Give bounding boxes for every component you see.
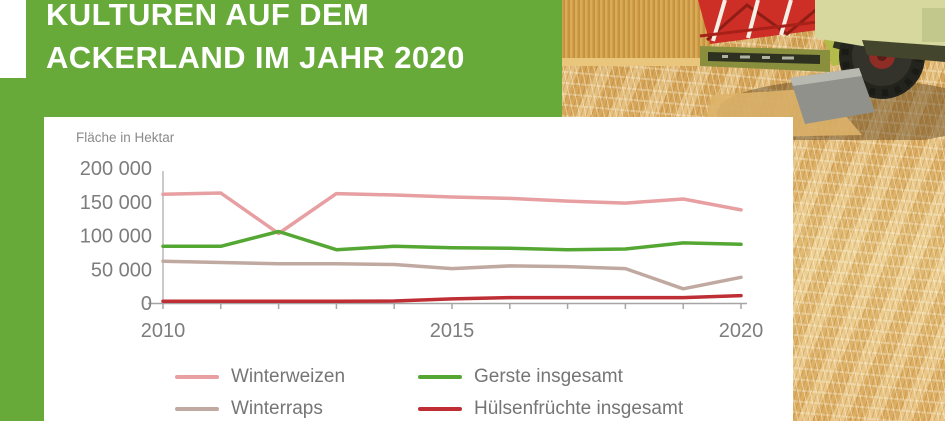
y-tick-label: 50 000 — [91, 259, 152, 281]
series-line-h-lsenfr-chte-insgesamt — [161, 293, 743, 304]
legend-item: Gerste insgesamt — [418, 366, 683, 387]
y-tick-label: 100 000 — [80, 226, 152, 248]
legend-label: Hülsenfrüchte insgesamt — [474, 398, 684, 419]
legend-item: Winterraps — [175, 398, 418, 419]
series-line-winterweizen — [161, 191, 743, 236]
line-chart: 200 000 150 000 100 000 50 000 0 2010 2015 2020 — [80, 158, 764, 342]
legend-label: Gerste insgesamt — [474, 366, 623, 387]
legend-swatch — [418, 375, 462, 379]
title-banner: KULTUREN AUF DEM ACKERLAND IM JAHR 2020 — [0, 0, 562, 117]
y-tick-label: 150 000 — [80, 192, 152, 214]
legend-label: Winterweizen — [231, 366, 346, 387]
combine-harvester-illustration — [562, 0, 945, 140]
chart-legend: Winterweizen Gerste insgesamt Winterraps Hü… — [175, 366, 684, 419]
series-line-gerste-insgesamt — [161, 229, 743, 252]
legend-item: Winterweizen — [175, 366, 418, 387]
machine-body — [815, 0, 945, 50]
x-tick-label: 2010 — [141, 320, 186, 342]
chart-card: Fläche in Hektar 200 000 150 000 100 000 50… — [44, 117, 793, 421]
x-tick-label: 2015 — [430, 320, 475, 342]
legend-swatch — [418, 407, 462, 411]
page-title-line2: ACKERLAND IM JAHR 2020 — [46, 40, 465, 75]
legend-swatch — [175, 375, 219, 379]
legend-swatch — [175, 407, 219, 411]
x-tick-label: 2020 — [719, 320, 764, 342]
page-title: KULTUREN AUF DEM ACKERLAND IM JAHR 2020 — [46, 0, 465, 79]
legend-label: Winterraps — [231, 398, 323, 419]
standing-wheat — [562, 0, 712, 62]
page-title-line1: KULTUREN AUF DEM — [46, 0, 370, 32]
series-line-winterraps — [161, 259, 743, 291]
legend-item: Hülsenfrüchte insgesamt — [418, 398, 684, 419]
y-axis-unit-label: Fläche in Hektar — [76, 130, 175, 145]
y-tick-label: 200 000 — [80, 158, 152, 180]
y-tick-label: 0 — [141, 293, 152, 315]
corner-notch — [0, 0, 26, 78]
